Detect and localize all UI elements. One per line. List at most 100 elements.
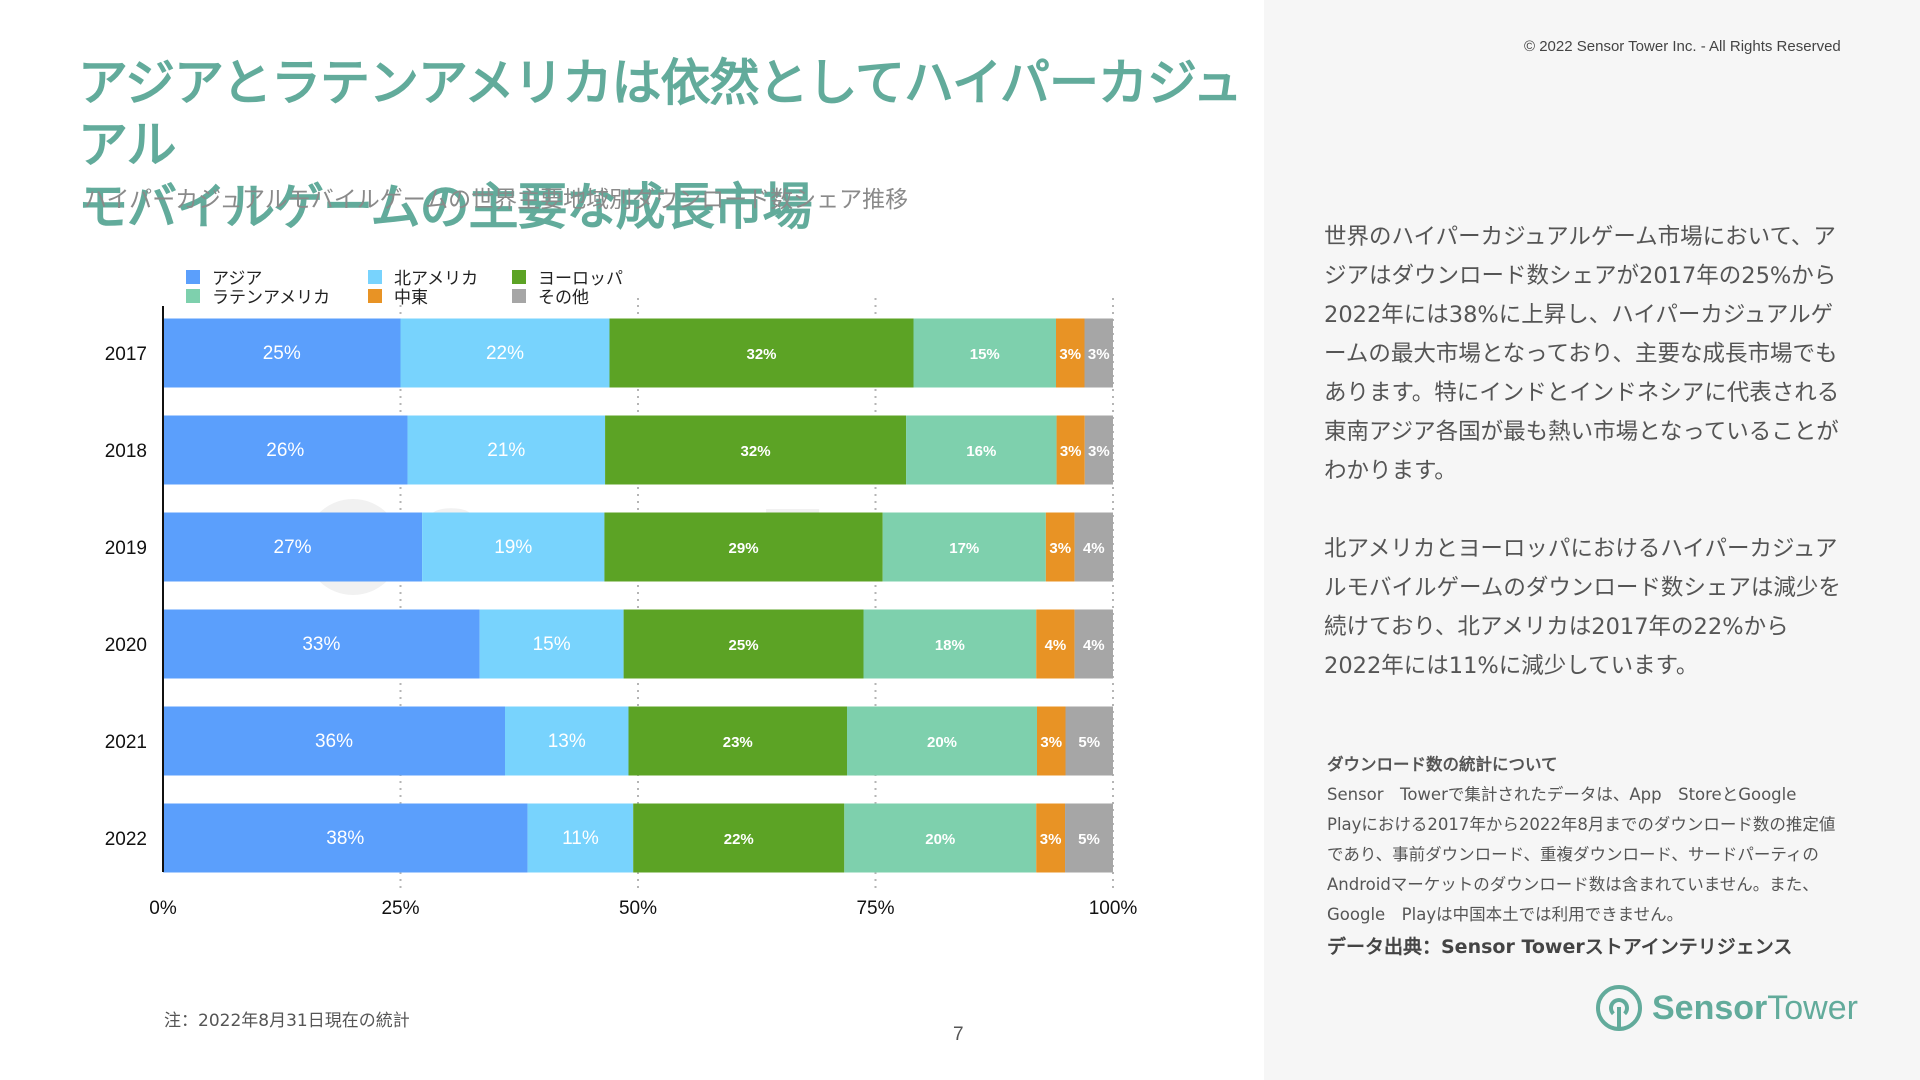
bar-segment bbox=[1036, 803, 1066, 873]
bar-segment bbox=[1074, 609, 1113, 679]
bar-segment bbox=[163, 803, 528, 873]
title-line-1: アジアとラテンアメリカは依然としてハイパーカジュアル bbox=[78, 54, 1243, 174]
logo-text: SensorTower bbox=[1652, 989, 1858, 1028]
legend-item: ヨーロッパ bbox=[512, 264, 623, 289]
data-label: 25% bbox=[263, 343, 301, 364]
data-label: 5% bbox=[1078, 734, 1100, 751]
sensor-tower-logo-icon bbox=[1596, 985, 1642, 1031]
data-label: 3% bbox=[1049, 540, 1071, 557]
data-label: 33% bbox=[302, 634, 340, 655]
bar-segment bbox=[844, 803, 1037, 873]
notes-heading: ダウンロード数の統計について bbox=[1327, 755, 1558, 774]
bar-segment bbox=[1084, 415, 1113, 485]
data-label: 17% bbox=[949, 540, 979, 557]
data-label: 20% bbox=[925, 831, 955, 848]
x-tick-label: 0% bbox=[149, 898, 177, 919]
data-label: 38% bbox=[326, 828, 364, 849]
data-label: 32% bbox=[746, 346, 776, 363]
bar-segment bbox=[882, 512, 1046, 582]
data-label: 27% bbox=[274, 537, 312, 558]
x-tick-label: 50% bbox=[619, 898, 657, 919]
bar-segment bbox=[913, 318, 1056, 388]
data-label: 3% bbox=[1059, 346, 1081, 363]
logo-text-regular: Tower bbox=[1767, 988, 1858, 1027]
footnote: 注：2022年8月31日現在の統計 bbox=[164, 1011, 410, 1031]
y-tick-label: 2022 bbox=[105, 829, 147, 850]
methodology-notes: ダウンロード数の統計について Sensor Towerで集計されたデータは、Ap… bbox=[1327, 750, 1847, 962]
logo-text-bold: Sensor bbox=[1652, 988, 1768, 1027]
legend-label: その他 bbox=[538, 288, 589, 308]
data-label: 3% bbox=[1040, 831, 1062, 848]
bar-segment bbox=[163, 318, 401, 388]
data-source: データ出典：Sensor Towerストアインテリジェンス bbox=[1327, 936, 1793, 958]
bar-segment bbox=[163, 415, 408, 485]
y-tick-label: 2018 bbox=[105, 441, 147, 462]
x-tick-label: 75% bbox=[856, 898, 894, 919]
data-label: 3% bbox=[1088, 443, 1110, 460]
legend-swatch bbox=[512, 269, 526, 284]
data-label: 3% bbox=[1088, 346, 1110, 363]
data-label: 5% bbox=[1078, 831, 1100, 848]
legend-label: 中東 bbox=[394, 288, 428, 308]
legend-swatch bbox=[368, 288, 382, 303]
legend-item: アジア bbox=[186, 264, 262, 289]
y-tick-label: 2019 bbox=[105, 538, 147, 559]
data-label: 13% bbox=[548, 731, 586, 752]
bar-segment bbox=[1037, 706, 1066, 776]
data-label: 22% bbox=[724, 831, 754, 848]
bar-segment bbox=[1074, 512, 1113, 582]
bar-segment bbox=[609, 318, 914, 388]
bar-segment bbox=[1065, 803, 1113, 873]
legend-swatch bbox=[186, 288, 200, 303]
legend-swatch bbox=[186, 269, 200, 284]
commentary-paragraph-2: 北アメリカとヨーロッパにおけるハイパーカジュアルモバイルゲームのダウンロード数シ… bbox=[1324, 536, 1841, 679]
x-tick-label: 25% bbox=[381, 898, 419, 919]
bar-segment bbox=[1045, 512, 1075, 582]
bar-segment bbox=[863, 609, 1037, 679]
data-label: 3% bbox=[1060, 443, 1082, 460]
legend-swatch bbox=[512, 288, 526, 303]
data-label: 21% bbox=[487, 440, 525, 461]
legend-item: ラテンアメリカ bbox=[186, 283, 330, 308]
data-label: 4% bbox=[1083, 540, 1105, 557]
bar-segment bbox=[527, 803, 634, 873]
bar-segment bbox=[422, 512, 605, 582]
x-tick-label: 100% bbox=[1089, 898, 1138, 919]
page-number: 7 bbox=[953, 1024, 964, 1045]
data-label: 23% bbox=[723, 734, 753, 751]
bar-segment bbox=[604, 512, 883, 582]
bar-segment bbox=[906, 415, 1057, 485]
y-tick-label: 2021 bbox=[105, 732, 147, 753]
data-label: 32% bbox=[741, 443, 771, 460]
commentary-paragraph-1: 世界のハイパーカジュアルゲーム市場において、アジアはダウンロード数シェアが201… bbox=[1324, 224, 1840, 484]
data-label: 19% bbox=[494, 537, 532, 558]
data-label: 3% bbox=[1040, 734, 1062, 751]
bar-segment bbox=[479, 609, 624, 679]
chart-subtitle: ハイパーカジュアルモバイルゲームの世界主要地域別ダウンロード数シェア推移 bbox=[84, 187, 909, 213]
legend-item: 中東 bbox=[368, 283, 428, 308]
data-label: 15% bbox=[970, 346, 1000, 363]
data-label: 25% bbox=[729, 637, 759, 654]
legend-item: その他 bbox=[512, 283, 589, 308]
legend-label: ヨーロッパ bbox=[538, 269, 623, 289]
legend-item: 北アメリカ bbox=[368, 264, 478, 289]
data-label: 26% bbox=[266, 440, 304, 461]
y-tick-label: 2017 bbox=[105, 344, 147, 365]
bar-segment bbox=[1056, 318, 1085, 388]
data-label: 4% bbox=[1083, 637, 1105, 654]
legend-label: アジア bbox=[212, 269, 263, 289]
y-tick-label: 2020 bbox=[105, 635, 147, 656]
bar-segment bbox=[628, 706, 847, 776]
stacked-bar-chart: 0% 25% 50% 75% 100% 25% 22% 32% 15% 3% 3% 2017 26% 21… bbox=[105, 298, 1138, 919]
title-line-2: モバイルゲームの主要な成長市場 bbox=[78, 178, 813, 236]
data-label: 11% bbox=[562, 828, 599, 849]
bar-segment bbox=[400, 318, 610, 388]
page-title: アジアとラテンアメリカは依然としてハイパーカジュアル モバイルゲームの主要な成長… bbox=[78, 52, 1278, 238]
bar-segment bbox=[605, 415, 907, 485]
bar-segment bbox=[505, 706, 629, 776]
legend-label: ラテンアメリカ bbox=[212, 288, 331, 308]
data-label: 15% bbox=[533, 634, 571, 655]
legend-swatch bbox=[368, 269, 382, 284]
bar-segment bbox=[163, 512, 423, 582]
data-label: 18% bbox=[935, 637, 965, 654]
